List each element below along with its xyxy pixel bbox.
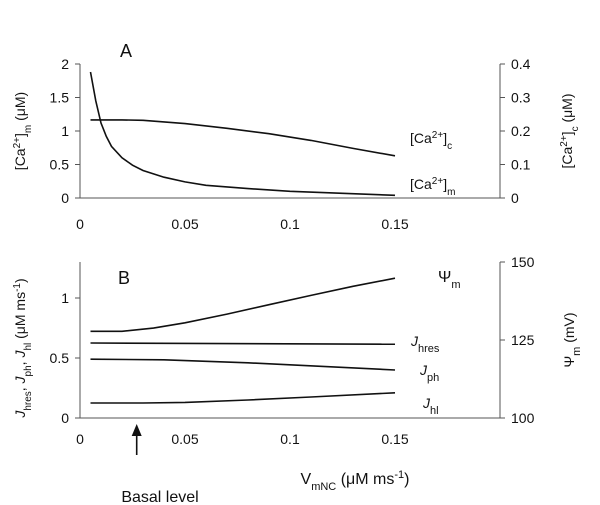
- x-tick-label: 0: [76, 431, 84, 447]
- panel-b: 0 0.5 1 100 125 150 0 0.05 0.1 0.15 B Jhres, Jph, J…: [12, 254, 584, 493]
- y-left-axis-title: Jhres, Jph, Jhl (μM ms-1): [12, 278, 34, 418]
- basal-level-arrowhead: [131, 424, 142, 436]
- y-right-tick-label: 150: [511, 254, 535, 270]
- y-right-tick-label: 0.1: [511, 157, 531, 173]
- series-line-j-ph: [90, 358, 396, 371]
- y-right-tick-label: 0: [511, 190, 519, 206]
- series-label-ca-c: [Ca2+]c: [410, 130, 452, 152]
- series-label-j-hl: Jhl: [422, 395, 439, 417]
- y-right-tick-label: 0.4: [511, 56, 531, 72]
- y-left-tick-label: 1: [61, 123, 69, 139]
- x-tick-label: 0: [76, 216, 84, 232]
- y-left-tick-label: 0: [61, 410, 69, 426]
- y-right-axis-title: Ψm (mV): [561, 312, 583, 367]
- x-tick-label: 0.15: [381, 216, 408, 232]
- series-line-ca-c: [90, 119, 396, 157]
- x-tick-label: 0.1: [280, 216, 300, 232]
- series-line-psi-m: [90, 277, 396, 333]
- series-label-j-ph: Jph: [419, 362, 439, 384]
- basal-level-annotation: Basal level: [121, 424, 199, 505]
- x-tick-label: 0.05: [171, 431, 198, 447]
- y-left-tick-label: 0.5: [50, 157, 70, 173]
- panel-a: 0 0.5 1 1.5 2 0 0.1 0.2 0.3 0.4 0 0.05 0.1 0.15 A [Ca2+…: [12, 41, 581, 232]
- y-right-axis-title: [Ca2+]c (μM): [559, 93, 581, 168]
- x-tick-label: 0.15: [381, 431, 408, 447]
- y-left-tick-label: 2: [61, 56, 69, 72]
- y-left-tick-label: 1: [61, 290, 69, 306]
- y-left-tick-label: 0.5: [50, 350, 70, 366]
- series-line-j-hres: [90, 342, 396, 346]
- y-left-tick-label: 0: [61, 190, 69, 206]
- series-label-psi-m: Ψm: [438, 269, 461, 291]
- series-line-ca-m: [89, 71, 396, 197]
- panel-label: B: [118, 268, 130, 288]
- x-tick-label: 0.1: [280, 431, 300, 447]
- basal-level-label: Basal level: [121, 489, 198, 505]
- series-line-j-hl: [90, 392, 396, 404]
- y-right-tick-label: 125: [511, 332, 535, 348]
- x-tick-label: 0.05: [171, 216, 198, 232]
- panel-label: A: [120, 41, 132, 61]
- y-left-axis-title: [Ca2+]m (μM): [12, 92, 34, 170]
- y-left-tick-label: 1.5: [50, 90, 70, 106]
- series-label-ca-m: [Ca2+]m: [410, 176, 455, 198]
- series-label-j-hres: Jhres: [410, 333, 440, 355]
- x-axis-title: VmNC (μM ms-1): [301, 469, 410, 493]
- y-right-tick-label: 100: [511, 410, 535, 426]
- y-right-tick-label: 0.3: [511, 90, 531, 106]
- y-right-tick-label: 0.2: [511, 123, 531, 139]
